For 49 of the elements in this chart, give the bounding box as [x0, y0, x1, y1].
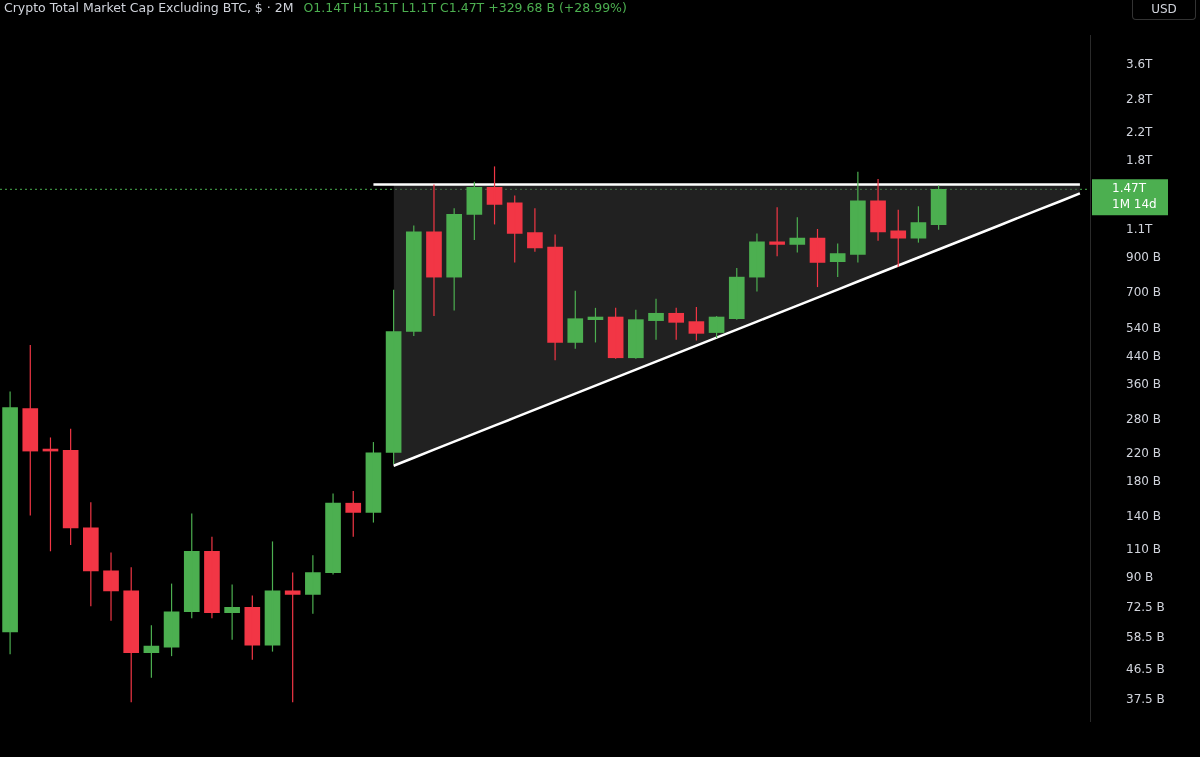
candlestick	[183, 512, 200, 619]
y-tick-label: 280 B	[1126, 412, 1161, 427]
candlestick	[506, 194, 523, 264]
candlestick	[22, 344, 39, 517]
y-tick-label: 3.6T	[1126, 56, 1154, 71]
chart-title: Crypto Total Market Cap Excluding BTC, $ · 2M	[4, 0, 294, 15]
candlestick	[789, 216, 806, 254]
candlestick	[648, 298, 664, 341]
y-tick-label: 220 B	[1126, 445, 1161, 460]
candlestick	[446, 207, 462, 312]
y-tick-label: 2.8T	[1126, 91, 1154, 106]
candlestick	[769, 206, 785, 257]
candlestick	[305, 554, 321, 615]
candlestick	[749, 232, 765, 293]
ref-line-label: 1.47T 1M 14d	[1112, 181, 1157, 212]
y-tick-label: 900 B	[1126, 249, 1161, 264]
y-tick-label: 140 B	[1126, 508, 1161, 523]
candlestick	[244, 594, 261, 661]
y-tick-label: 1.8T	[1126, 153, 1154, 168]
y-tick-label: 2.2T	[1126, 125, 1154, 140]
candlestick	[123, 566, 140, 703]
candlestick	[628, 309, 644, 360]
candlestick	[345, 490, 362, 538]
y-tick-label: 72.5 B	[1126, 600, 1165, 615]
y-tick-label: 110 B	[1126, 542, 1161, 557]
candlestick	[486, 165, 503, 226]
y-tick-label: 180 B	[1126, 473, 1161, 488]
y-tick-label: 37.5 B	[1126, 691, 1165, 706]
y-tick-label: 46.5 B	[1126, 661, 1165, 676]
y-tick-label: 90 B	[1126, 570, 1154, 585]
candlestick	[567, 290, 584, 350]
y-tick-label: 700 B	[1126, 284, 1161, 299]
candlestick	[284, 572, 301, 703]
candlestick	[405, 224, 422, 337]
candlestick	[809, 228, 826, 288]
candlestick	[83, 501, 99, 607]
y-tick-label: 360 B	[1126, 377, 1161, 392]
candlestick	[688, 306, 705, 342]
y-tick-label: 58.5 B	[1126, 629, 1165, 644]
candlestick	[728, 267, 745, 321]
candlestick	[668, 307, 685, 341]
y-tick-label: 440 B	[1126, 349, 1161, 364]
candlestick	[829, 242, 846, 278]
chart-subtitle: O1.14T H1.51T L1.1T C1.47T +329.68 B (+28.99%)	[303, 0, 627, 15]
y-tick-label: 1.1T	[1126, 221, 1154, 236]
text: USD	[1132, 0, 1196, 20]
candlestick	[385, 289, 402, 465]
y-tick-label: 540 B	[1126, 320, 1161, 335]
candlestick	[163, 583, 180, 657]
